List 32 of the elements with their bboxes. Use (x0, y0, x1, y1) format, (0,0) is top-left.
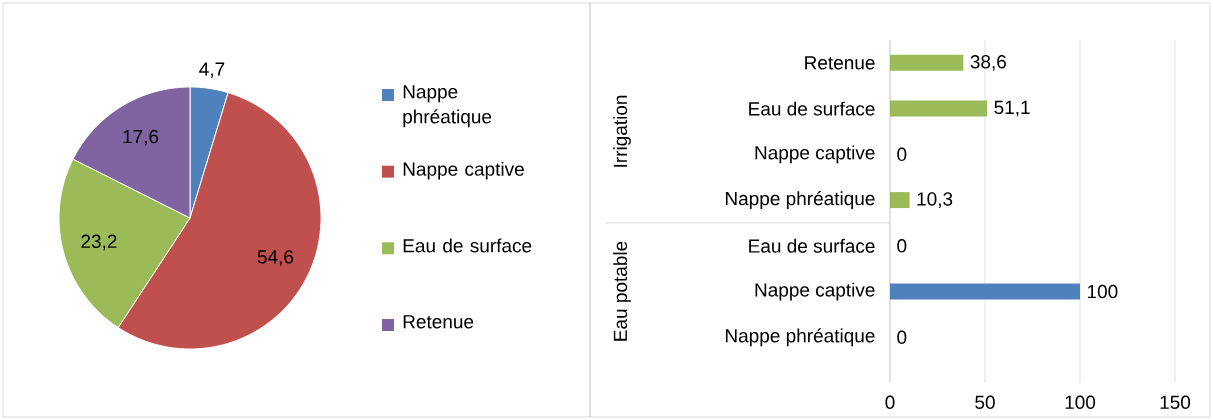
text: Eau potable (613, 241, 631, 341)
y-tick-label: Eau de surface (749, 238, 875, 253)
legend-label: Retenue (403, 315, 474, 329)
x-tick-label: 50 (975, 395, 995, 409)
data-label: 0 (897, 147, 907, 162)
data-label: 51,1 (994, 100, 1030, 117)
y-tick-label: Retenue (805, 56, 875, 70)
data-label: 38,6 (970, 55, 1006, 71)
y-tick-label: Eau de surface (749, 101, 875, 116)
x-tick-label: 150 (1160, 395, 1191, 409)
x-tick-label: 100 (1065, 395, 1096, 409)
data-label: 17,6 (123, 129, 159, 146)
data-label: 23,2 (81, 234, 117, 251)
data-label: 54,6 (257, 250, 294, 266)
data-label: 0 (897, 239, 907, 253)
data-label: 0 (897, 330, 907, 344)
legend-label: Nappe captive (403, 161, 524, 180)
legend-label: Nappe phréatique (403, 85, 492, 128)
bar (890, 192, 910, 209)
legend-label: Eau de surface (403, 238, 532, 253)
data-label: 10,3 (917, 192, 953, 208)
data-label: 4,7 (199, 62, 225, 79)
data-label: 100 (1087, 284, 1118, 299)
y-tick-label: Nappe phréatique (725, 191, 875, 210)
bar (890, 54, 964, 71)
x-tick-label: 0 (885, 395, 895, 409)
bar (890, 100, 988, 117)
y-tick-label: Nappe captive (755, 282, 875, 301)
y-tick-label: Nappe phréatique (725, 328, 875, 347)
y-tick-label: Nappe captive (755, 145, 875, 164)
bar (890, 283, 1080, 300)
text: Irrigation (613, 95, 631, 167)
